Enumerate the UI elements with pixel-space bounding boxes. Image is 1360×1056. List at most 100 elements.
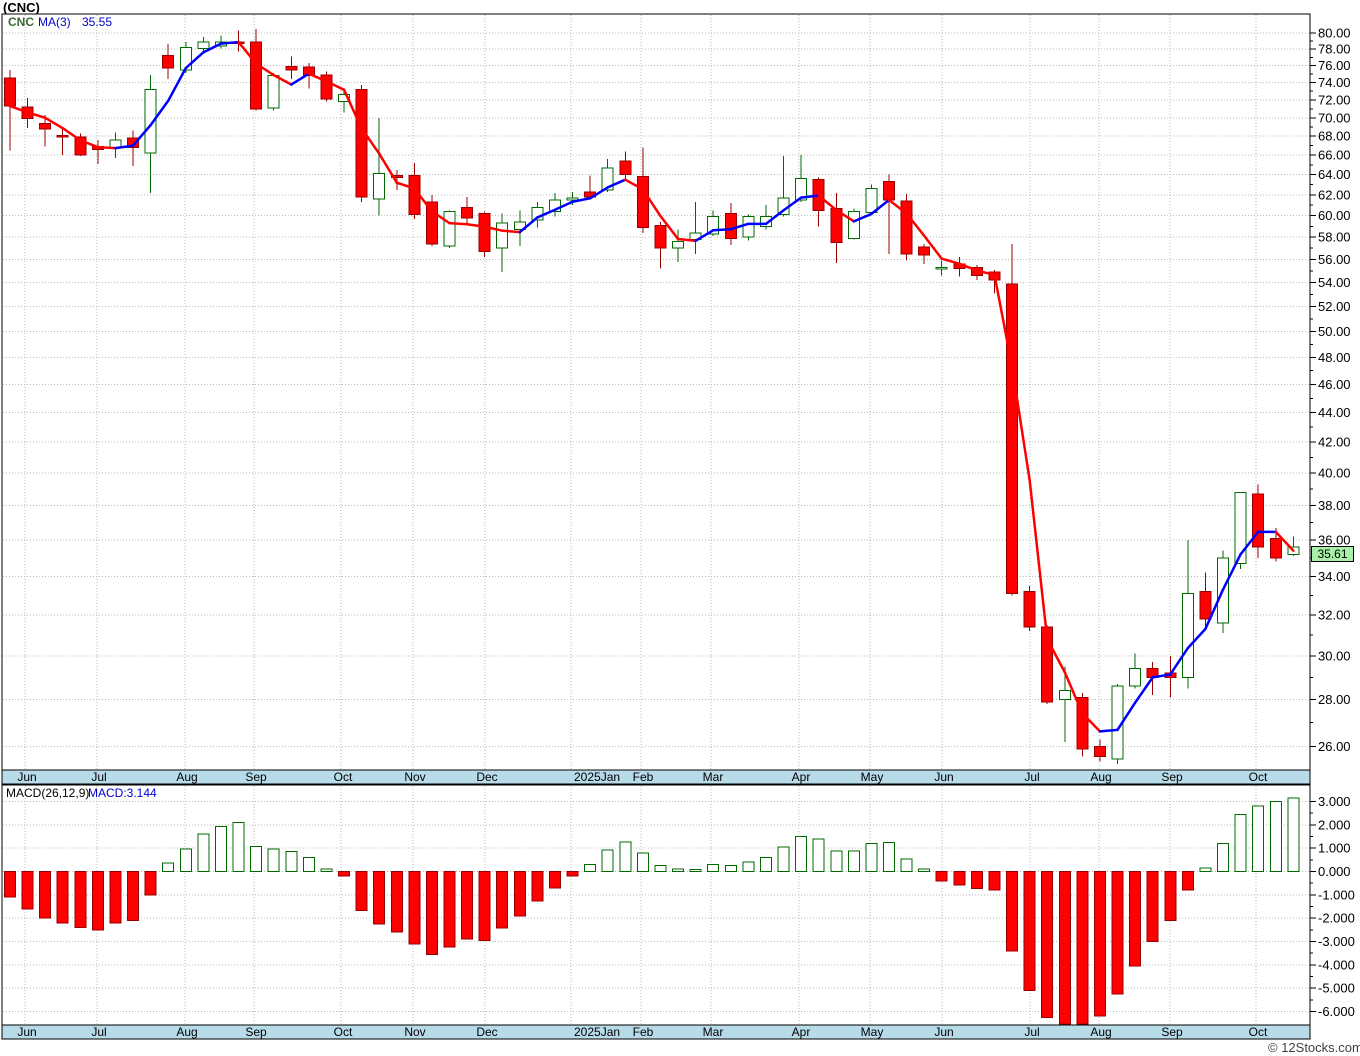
ma-segment [448,221,469,226]
ma-segment [1045,637,1067,674]
macd-bar-positive [795,836,808,873]
ma-segment [61,126,82,142]
month-label: Sep [1161,1025,1183,1039]
ma-legend-value: 35.55 [82,15,113,29]
candle-down [1076,696,1089,750]
candle-up [672,241,685,249]
macd-bar-positive [777,846,790,872]
ma-segment [1028,478,1049,641]
macd-bar-positive [672,868,685,872]
macd-axis-tick-label: -5.000 [1318,981,1355,996]
macd-bar-negative [1111,871,1124,995]
ma-segment [149,99,170,127]
ma-segment [1221,553,1242,591]
candle-up [566,197,579,201]
candle-down [1093,746,1106,758]
macd-bar-negative [953,871,966,886]
month-label: Dec [476,1025,497,1039]
candle-down [1199,590,1212,620]
macd-bar-negative [408,871,421,945]
macd-bar-positive [1269,801,1282,873]
macd-bar-negative [531,871,544,902]
price-axis-tick-label: 74.00 [1318,75,1351,90]
ma-segment [922,234,943,260]
ma-segment [887,198,908,215]
candle-up [373,173,386,200]
macd-bar-negative [74,871,87,928]
macd-bar-positive [636,852,649,872]
price-month-band [1,769,1311,785]
ma-segment [799,194,820,199]
macd-bar-positive [724,865,737,872]
month-label: Jul [1024,1025,1039,1039]
candle-down [1041,626,1054,703]
candle-up [1234,491,1247,564]
month-label: Aug [1090,1025,1111,1039]
month-label: 2025Jan [574,770,620,784]
macd-month-band [1,1024,1311,1040]
macd-bar-negative [1146,871,1159,942]
ma-segment [413,187,434,213]
ma-segment [518,216,539,234]
price-axis-tick-label: 30.00 [1318,648,1351,663]
ma-segment [1186,627,1207,650]
price-axis-tick-label: 36.00 [1318,533,1351,548]
candle-up [531,206,544,221]
ma-segment [1081,712,1102,733]
month-label: May [861,1025,884,1039]
price-axis-tick-label: 44.00 [1318,405,1351,420]
candle-up [496,222,509,249]
macd-bar-negative [1181,871,1194,891]
month-label: Jul [91,1025,106,1039]
ma-segment [237,40,258,65]
watermark-12stocks: © 12Stocks.com [1268,1040,1360,1055]
candle-down [1252,493,1265,548]
macd-bar-positive [1252,805,1265,873]
macd-bar-negative [91,871,104,931]
month-label: Oct [1249,770,1268,784]
macd-bar-negative [1076,871,1089,1025]
macd-bar-positive [584,864,597,872]
ma-segment [694,229,715,243]
macd-axis-tick-label: -3.000 [1318,934,1355,949]
month-label: Aug [1090,770,1111,784]
macd-bar-negative [513,871,526,917]
macd-bar-negative [127,871,140,921]
month-label: Feb [633,1025,654,1039]
ma-segment [325,80,346,91]
price-axis-tick-label: 68.00 [1318,129,1351,144]
ma-segment [1010,365,1031,482]
ma-segment [465,222,486,228]
ma-segment [870,198,891,216]
macd-bar-positive [320,868,333,872]
ma-segment [606,178,627,189]
price-axis-tick-label: 60.00 [1318,208,1351,223]
candle-up [338,94,351,103]
month-label: Mar [703,1025,724,1039]
macd-bar-negative [1023,871,1036,991]
ma-segment [641,188,662,218]
ma-segment [993,273,1014,368]
candle-up [935,266,948,270]
candle-up [1129,668,1142,687]
ma-segment [588,186,609,200]
macd-bar-positive [267,848,280,872]
macd-bar-positive [900,858,913,872]
macd-bar-positive [1217,843,1230,873]
price-axis-tick-label: 38.00 [1318,498,1351,513]
ma-segment [166,66,188,103]
macd-bar-positive [197,833,210,872]
candle-down [4,77,16,107]
macd-bar-positive [1234,813,1247,872]
candle-down [39,122,52,130]
month-label: 2025Jan [574,1025,620,1039]
price-axis-tick-label: 50.00 [1318,324,1351,339]
ma-segment [79,139,100,149]
candle-up [513,221,526,231]
month-label: Apr [792,1025,811,1039]
macd-bar-positive [689,869,702,873]
month-label: Oct [334,1025,353,1039]
macd-bar-positive [654,864,667,873]
macd-bar-positive [285,850,298,873]
